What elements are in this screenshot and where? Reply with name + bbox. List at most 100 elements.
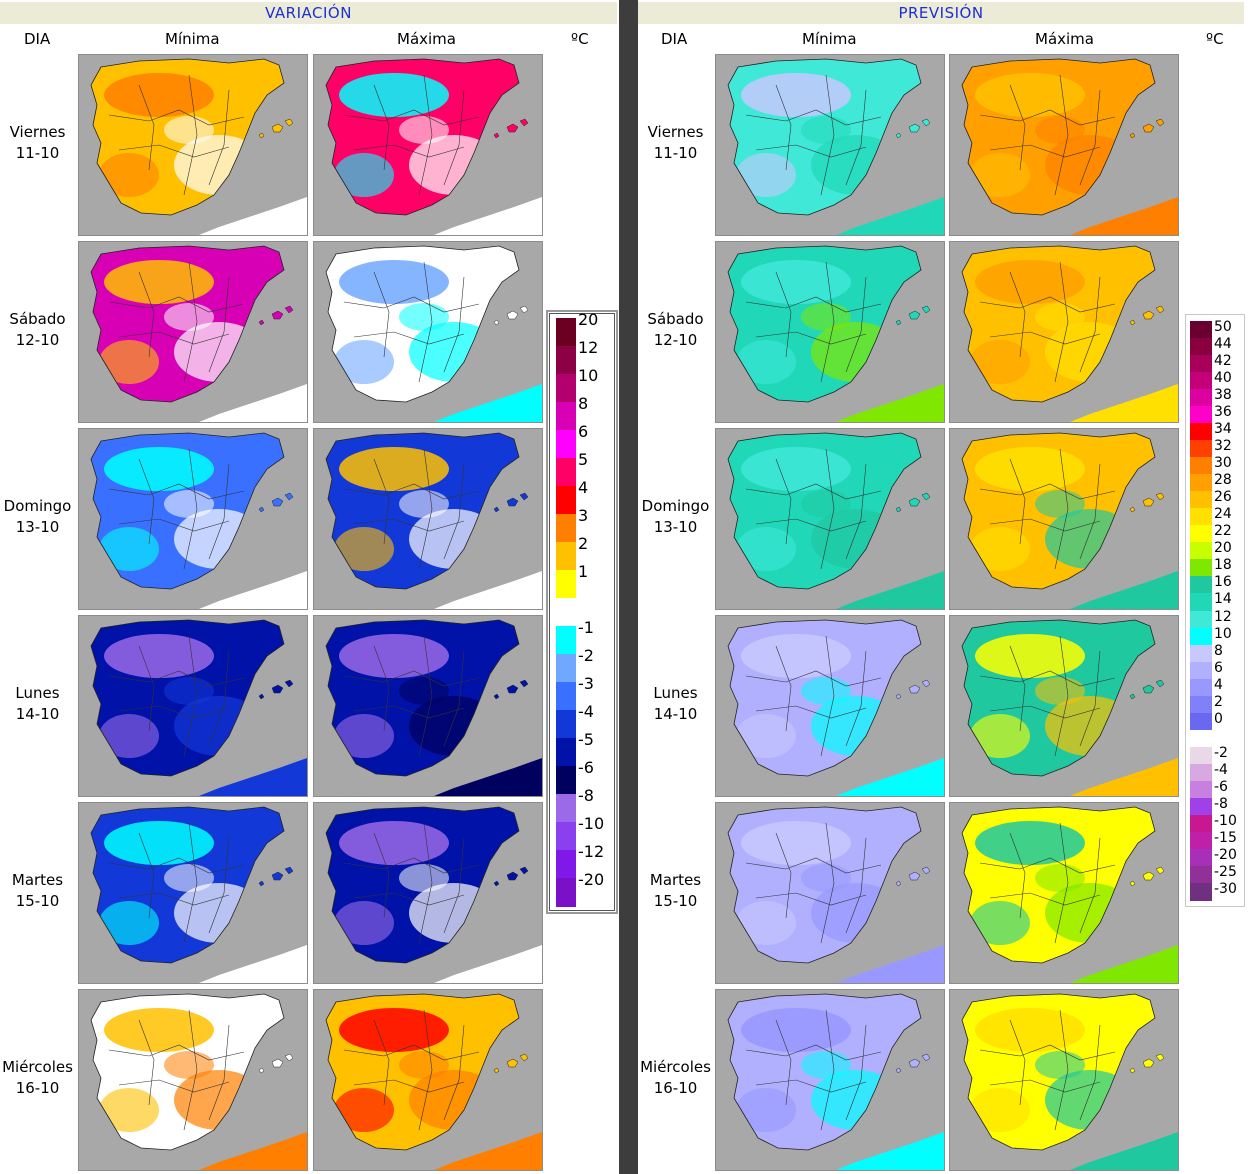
legend-label: 6 [1214,659,1223,676]
day-name: Lunes [15,684,60,702]
legend-label: 8 [578,394,589,413]
forecast-max-map [949,802,1179,984]
legend-swatch [556,514,576,543]
legend-swatch [556,682,576,711]
panel-divider [619,0,638,1174]
variation-min-map [78,54,308,236]
legend-swatch [1190,542,1212,560]
legend-swatch [1190,712,1212,731]
legend-label: 5 [578,450,589,469]
legend-label: -4 [578,702,594,721]
legend-label: 6 [578,422,589,441]
day-date: 16-10 [15,1079,60,1097]
legend-swatch [1190,780,1212,799]
legend-label: -2 [578,646,594,665]
variation-min-map [78,428,308,610]
day-label: Viernes 11-10 [638,122,713,164]
legend-label: 4 [578,478,589,497]
legend-swatch [1190,814,1212,833]
legend-label: 4 [1214,676,1223,693]
max-column-header: Máxima [397,30,456,48]
legend-swatch [1190,338,1212,356]
legend-swatch [1190,882,1212,901]
day-date: 13-10 [15,518,60,536]
legend-swatch [556,850,576,879]
day-label: Domingo 13-10 [0,496,75,538]
legend-label: 26 [1214,489,1232,506]
forecast-max-map [949,54,1179,236]
legend-swatch [1190,848,1212,867]
variation-color-legend: 20 12 10 8 6 5 4 3 2 1 -1 -2 -3 -4 -5 -6 -8 -10 -12 -20 [546,310,618,914]
legend-swatch [1190,321,1212,339]
day-column-header: DIA [661,30,688,48]
legend-label: -4 [1214,761,1228,778]
forecast-min-map [715,428,945,610]
legend-swatch [556,710,576,739]
min-column-header: Mínima [165,30,220,48]
day-label: Martes 15-10 [638,870,713,912]
legend-label: 2 [1214,693,1223,710]
legend-label: -2 [1214,744,1228,761]
legend-swatch [1190,729,1212,748]
day-name: Viernes [9,123,66,141]
legend-swatch [1190,491,1212,509]
legend-swatch [1190,831,1212,850]
legend-label: 0 [1214,710,1223,727]
legend-label: 30 [1214,455,1232,472]
legend-swatch [556,430,576,459]
day-name: Sábado [9,310,66,328]
legend-swatch [556,542,576,571]
forecast-min-map [715,54,945,236]
max-column-header: Máxima [1035,30,1094,48]
day-name: Miércoles [640,1058,711,1076]
day-name: Martes [11,871,64,889]
legend-swatch [1190,525,1212,543]
day-label: Sábado 12-10 [0,309,75,351]
legend-swatch [556,374,576,403]
legend-swatch [1190,559,1212,578]
legend-swatch [1190,508,1212,526]
legend-label: 12 [578,338,599,357]
legend-swatch [556,794,576,823]
day-date: 15-10 [15,892,60,910]
day-name: Domingo [3,497,72,515]
legend-swatch [1190,355,1212,373]
legend-label: 40 [1214,370,1232,387]
legend-swatch [556,402,576,431]
day-label: Lunes 14-10 [638,683,713,725]
day-name: Lunes [653,684,698,702]
legend-swatch [556,570,576,599]
forecast-min-map [715,241,945,423]
legend-label: 42 [1214,353,1232,370]
day-date: 12-10 [653,331,698,349]
day-date: 16-10 [653,1079,698,1097]
variation-max-map [313,802,543,984]
legend-label: -30 [1214,880,1237,897]
legend-label: 24 [1214,506,1232,523]
variation-min-map [78,802,308,984]
legend-swatch [1190,610,1212,629]
legend-swatch [1190,661,1212,680]
legend-swatch [1190,644,1212,663]
legend-swatch [1190,797,1212,816]
forecast-max-map [949,428,1179,610]
legend-label: -8 [1214,795,1228,812]
variation-min-map [78,989,308,1171]
legend-swatch [1190,746,1212,765]
legend-swatch [556,878,576,907]
legend-swatch [1190,440,1212,458]
legend-label: -12 [578,842,605,861]
forecast-panel: PREVISIÓN DIA Mínima Máxima ºC Viernes 11… [638,0,1248,1174]
day-column-header: DIA [24,30,51,48]
day-name: Domingo [641,497,710,515]
legend-label: 20 [578,310,599,329]
day-date: 12-10 [15,331,60,349]
legend-swatch [556,654,576,683]
legend-label: 10 [1214,625,1232,642]
legend-swatch [1190,576,1212,595]
forecast-max-map [949,241,1179,423]
variation-min-map [78,615,308,797]
legend-swatch [1190,695,1212,714]
forecast-max-map [949,615,1179,797]
legend-swatch [556,486,576,515]
